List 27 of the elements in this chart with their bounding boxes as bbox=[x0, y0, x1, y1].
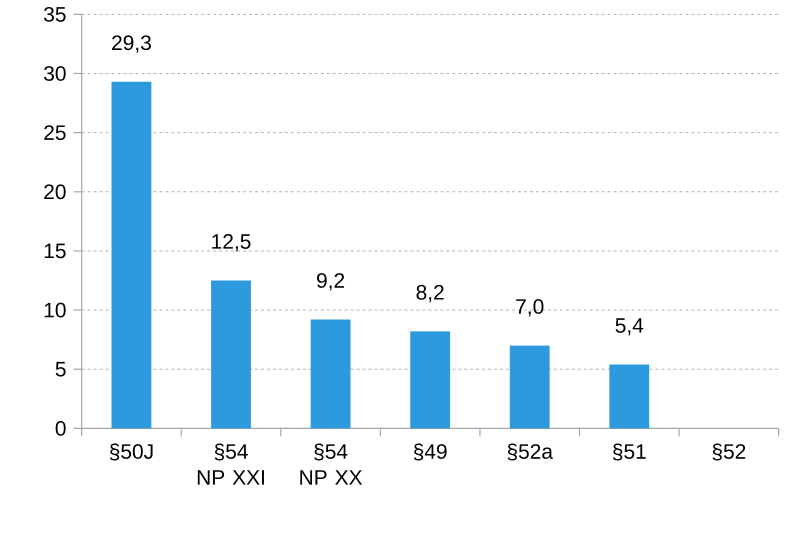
data-label: 29,3 bbox=[112, 35, 151, 52]
bar bbox=[609, 364, 650, 428]
bar bbox=[112, 82, 152, 428]
x-tick-label: §49 bbox=[414, 443, 447, 460]
y-tick-label: 25 bbox=[44, 125, 66, 140]
data-label: 8,2 bbox=[416, 284, 444, 302]
x-tick-label: §54 NP XX bbox=[300, 443, 362, 484]
x-tick-label: §52 bbox=[712, 443, 746, 460]
y-tick-label: 0 bbox=[56, 420, 66, 436]
x-tick-label: §50J bbox=[110, 443, 153, 460]
bar bbox=[310, 319, 350, 428]
x-tick-label: §52a bbox=[508, 443, 553, 460]
y-tick-label: 30 bbox=[44, 66, 66, 81]
y-tick-label: 15 bbox=[44, 243, 66, 258]
bar bbox=[410, 331, 450, 428]
x-tick-label: §51 bbox=[613, 443, 646, 460]
y-tick-label: 10 bbox=[44, 302, 66, 318]
data-label: 5,4 bbox=[616, 318, 644, 336]
bar bbox=[510, 345, 550, 428]
data-label: 12,5 bbox=[212, 234, 250, 252]
data-label: 9,2 bbox=[317, 272, 344, 290]
y-tick-label: 35 bbox=[44, 6, 66, 22]
y-tick-label: 5 bbox=[56, 362, 66, 376]
y-tick-label: 20 bbox=[44, 184, 66, 200]
bar bbox=[211, 280, 251, 428]
x-tick-label: §54 NP XXI bbox=[198, 443, 264, 484]
data-label: 7,0 bbox=[516, 298, 544, 316]
